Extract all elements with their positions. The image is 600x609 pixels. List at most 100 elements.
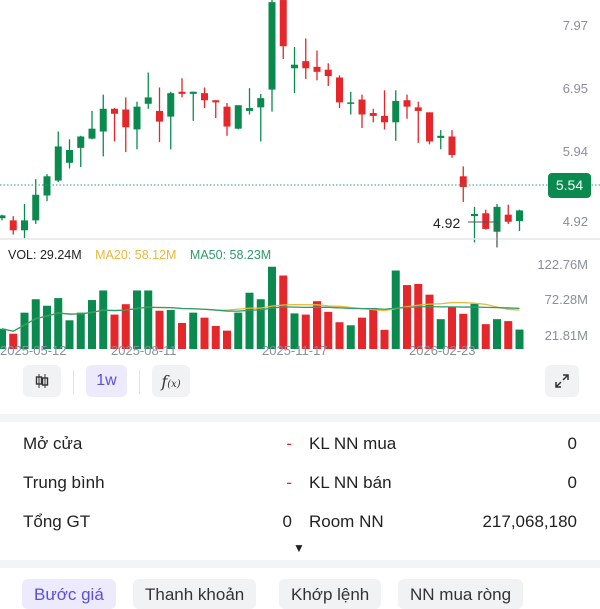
expand-stats-arrow[interactable]: ▼ [293, 541, 305, 555]
volume-bar [76, 312, 85, 349]
stats-row: Mở cửa - KL NN mua 0 [0, 430, 600, 460]
volume-bar [200, 317, 209, 349]
stat-value: - [286, 434, 292, 453]
candle-body [54, 146, 62, 181]
tab-thanh-khoan[interactable]: Thanh khoản [133, 579, 257, 609]
candle-body [99, 108, 107, 132]
volume-bars [0, 266, 524, 349]
candle-body [459, 176, 467, 187]
volume-tick: 72.28M [544, 292, 588, 307]
candle-body [403, 100, 411, 107]
candle-body [9, 220, 17, 231]
candle-body [381, 115, 388, 123]
volume-tick: 21.81M [544, 328, 588, 343]
volume-bar [335, 322, 344, 349]
toolbar-divider [139, 370, 140, 394]
candle-body [246, 108, 253, 111]
volume-bar [189, 312, 198, 349]
price-tick: 7.97 [562, 18, 588, 33]
chart-type-button[interactable] [23, 365, 61, 397]
volume-bar [43, 305, 51, 349]
stat-label: Room NN [309, 512, 384, 531]
toolbar-divider [73, 370, 74, 394]
candle-body [493, 206, 501, 232]
stats-row: Tổng GT 0 Room NN 217,068,180 [0, 508, 600, 538]
section-divider [0, 414, 600, 422]
volume-bar [256, 299, 265, 349]
volume-bar [324, 311, 333, 349]
volume-bar [110, 314, 119, 349]
section-divider [0, 560, 600, 568]
stat-label: KL NN bán [309, 473, 392, 492]
volume-bar [470, 303, 479, 349]
volume-bar [515, 329, 524, 349]
stat-label: Trung bình [23, 473, 105, 492]
candle-body [66, 149, 73, 163]
candle-body [189, 91, 197, 94]
volume-bar [358, 317, 366, 349]
expand-button[interactable] [545, 365, 579, 397]
volume-bar [313, 301, 321, 349]
price-tick: 4.92 [562, 214, 588, 229]
tab-buoc-gia[interactable]: Bước giá [22, 579, 116, 609]
candle-body [32, 194, 40, 221]
candle-body [302, 61, 310, 69]
volume-bar [290, 313, 299, 349]
candle-body [178, 91, 186, 94]
date-tick: 2025-11-17 [262, 343, 328, 358]
volume-bar [65, 320, 74, 349]
volume-bar [245, 292, 254, 349]
candle-body [268, 2, 276, 90]
expand-icon [555, 374, 569, 388]
tab-khop-lenh[interactable]: Khớp lệnh [279, 579, 382, 609]
stat-label: Mở cửa [23, 434, 83, 453]
volume-bar [279, 275, 288, 349]
low-marker-connector [468, 221, 498, 248]
candle-body [257, 98, 265, 108]
volume-bar [504, 321, 513, 349]
volume-bar [234, 312, 243, 349]
volume-bar [301, 314, 310, 349]
stat-value: - [286, 473, 292, 492]
volume-bar [369, 308, 378, 349]
function-icon: f(x) [161, 371, 181, 391]
candle-body [324, 69, 332, 77]
candle-body [133, 106, 141, 130]
volume-bar [155, 310, 164, 349]
candle-body [144, 97, 152, 104]
candle-body [0, 215, 6, 219]
candle-body [77, 136, 85, 148]
volume-bar [133, 290, 141, 349]
volume-bar [403, 285, 411, 349]
candle-body [88, 128, 96, 139]
candle-body [482, 213, 490, 229]
current-price-badge: 5.54 [548, 173, 591, 198]
volume-bar [54, 298, 63, 349]
candle-body [426, 112, 433, 142]
date-tick: 2026-02-23 [409, 343, 476, 358]
ma50-line [1, 305, 520, 332]
volume-bar [380, 329, 389, 349]
chart-canvas[interactable] [0, 0, 600, 360]
candle-body [223, 106, 231, 127]
tab-nn-mua-rong[interactable]: NN mua ròng [398, 579, 524, 609]
indicator-button[interactable]: f(x) [152, 365, 190, 397]
candle-body [167, 93, 175, 117]
candle-body [437, 135, 445, 138]
candle-body [347, 102, 355, 104]
candle-body [504, 214, 512, 222]
volume-bar [436, 319, 445, 349]
candle-body [122, 109, 130, 128]
candle-body [234, 105, 242, 129]
interval-button[interactable]: 1w [86, 365, 127, 397]
ma50-value: MA50: 58.23M [189, 248, 272, 262]
stat-value: 0 [567, 473, 577, 492]
volume-bar [0, 328, 6, 349]
volume-bar [31, 299, 40, 349]
volume-bar [211, 326, 220, 349]
candles [0, 0, 523, 248]
candle-body [21, 220, 28, 231]
candle-body [212, 100, 220, 103]
candle-body [43, 176, 51, 196]
candle-body [369, 113, 377, 116]
